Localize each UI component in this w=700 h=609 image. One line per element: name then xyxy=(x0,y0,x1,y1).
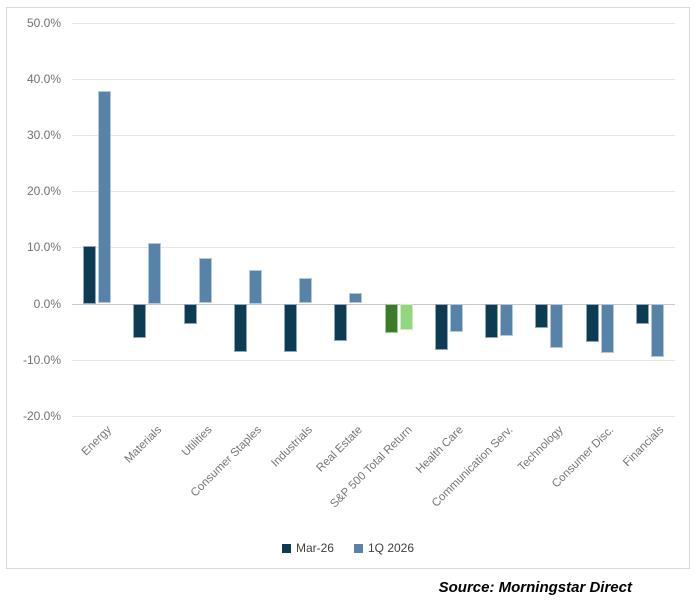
gridline xyxy=(72,416,675,417)
bar-mar26 xyxy=(636,304,649,324)
category-label: Technology xyxy=(516,424,566,474)
bar-1q2026 xyxy=(98,91,111,303)
legend: Mar-26 1Q 2026 xyxy=(6,541,690,555)
bar-1q2026 xyxy=(349,293,362,303)
bar-mar26 xyxy=(184,304,197,324)
gridline xyxy=(72,135,675,136)
category-label: Energy xyxy=(79,424,114,459)
bar-1q2026 xyxy=(651,304,664,357)
bar-1q2026 xyxy=(400,304,413,330)
bar-1q2026 xyxy=(148,243,161,304)
gridline xyxy=(72,79,675,80)
gridline xyxy=(72,23,675,24)
bar-1q2026 xyxy=(199,258,212,303)
bar-mar26 xyxy=(385,304,398,333)
bar-mar26 xyxy=(83,246,96,304)
y-axis-tick-label: 50.0% xyxy=(26,16,61,30)
bar-mar26 xyxy=(586,304,599,342)
gridline xyxy=(72,360,675,361)
legend-item-mar26: Mar-26 xyxy=(281,541,334,555)
y-axis-tick-label: 40.0% xyxy=(26,72,61,86)
y-axis-tick-label: -20.0% xyxy=(22,409,61,423)
bar-1q2026 xyxy=(299,278,312,303)
legend-label-mar26: Mar-26 xyxy=(295,541,334,555)
bar-1q2026 xyxy=(500,304,513,336)
y-axis-tick-label: 20.0% xyxy=(26,184,61,198)
category-label: Utilities xyxy=(179,424,215,459)
category-label: Real Estate xyxy=(314,424,365,475)
bar-1q2026 xyxy=(249,270,262,304)
category-label: Industrials xyxy=(269,424,315,470)
y-axis-tick-label: -10.0% xyxy=(22,353,61,367)
legend-item-1q2026: 1Q 2026 xyxy=(353,541,415,555)
gridline xyxy=(72,191,675,192)
category-label: Materials xyxy=(122,424,164,466)
bar-mar26 xyxy=(435,304,448,350)
legend-label-1q2026: 1Q 2026 xyxy=(367,541,415,555)
legend-swatch-mar26 xyxy=(281,543,291,553)
bar-1q2026 xyxy=(550,304,563,348)
source-note: Source: Morningstar Direct xyxy=(438,579,632,596)
zero-axis-line xyxy=(72,304,675,305)
gridline xyxy=(72,247,675,248)
legend-swatch-1q2026 xyxy=(353,543,363,553)
bar-mar26 xyxy=(234,304,247,352)
bar-mar26 xyxy=(334,304,347,341)
y-axis-tick-label: 10.0% xyxy=(26,240,61,254)
chart-frame xyxy=(6,7,690,569)
category-label: Health Care xyxy=(413,424,466,476)
y-axis-tick-label: 30.0% xyxy=(26,128,61,142)
bar-mar26 xyxy=(535,304,548,328)
bar-1q2026 xyxy=(601,304,614,353)
bar-mar26 xyxy=(485,304,498,338)
category-label: Financials xyxy=(621,424,667,470)
bar-mar26 xyxy=(133,304,146,338)
y-axis-tick-label: 0.0% xyxy=(33,297,61,311)
bar-mar26 xyxy=(284,304,297,352)
bar-1q2026 xyxy=(450,304,463,332)
